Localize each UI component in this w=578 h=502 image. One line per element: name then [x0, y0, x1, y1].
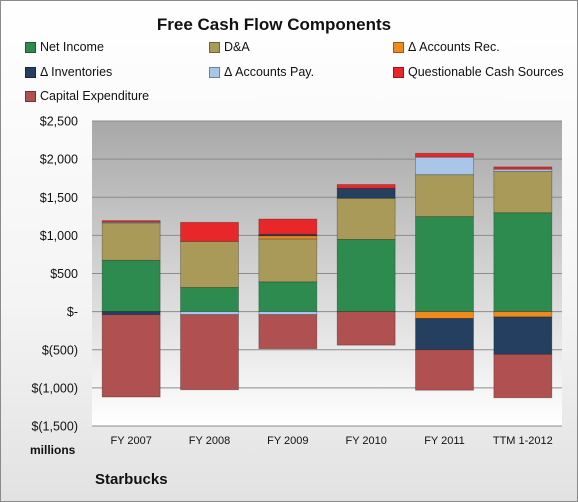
x-tick-label: FY 2007 [110, 435, 151, 447]
x-tick-label: FY 2011 [424, 435, 465, 447]
bar-segment [336, 197, 396, 240]
bar-series [101, 152, 553, 399]
bar-segment [180, 221, 239, 242]
y-tick-label: $(1,500) [31, 420, 78, 434]
x-tick-label: FY 2008 [189, 435, 230, 447]
bar-segment [415, 156, 474, 176]
bar-segment [493, 166, 553, 170]
bar-segment [415, 174, 474, 218]
bar-segment [258, 238, 318, 283]
bar-segment [493, 311, 553, 318]
bar-segment [493, 212, 553, 313]
x-axis-labels: FY 2007 FY 2008 FY 2009 FY 2010 FY 2011 TTM 1… [110, 435, 552, 447]
legend-label-net-income: Net Income [40, 40, 104, 54]
y-tick-label: $(500) [42, 343, 78, 357]
y-tick-label: $1,500 [40, 191, 78, 205]
legend-d-and-a: D&A [209, 40, 250, 54]
bar-segment [180, 314, 239, 391]
legend-inventories: Δ Inventories [25, 65, 112, 79]
y-tick-label: $2,500 [40, 115, 78, 129]
bar-segment [180, 287, 239, 313]
legend-accounts-rec: Δ Accounts Rec. [393, 40, 500, 54]
y-tick-label: $1,000 [40, 229, 78, 243]
legend-label-questionable-cash: Questionable Cash Sources [408, 65, 564, 79]
bar-segment [493, 171, 553, 214]
bar-segment [415, 318, 474, 351]
legend-label-accounts-rec: Δ Accounts Rec. [408, 40, 500, 54]
bar-segment [336, 311, 396, 346]
legend-accounts-pay: Δ Accounts Pay. [209, 65, 314, 79]
bar-segment [415, 152, 474, 158]
x-tick-label: FY 2010 [345, 435, 386, 447]
bar-segment [258, 314, 318, 350]
bar-segment [180, 240, 239, 288]
legend-label-inventories: Δ Inventories [40, 65, 113, 79]
bar-segment [258, 311, 318, 316]
legend-questionable-cash: Questionable Cash Sources [393, 65, 564, 79]
legend-swatch-questionable-cash [393, 66, 404, 78]
chart-title: Free Cash Flow Components [156, 15, 392, 34]
y-axis-labels: $(1,500) $(1,000) $(500) $- $500 $1,000 $1,500… [31, 115, 78, 434]
bar-segment [415, 349, 474, 391]
bar-segment [101, 222, 161, 261]
legend-label-accounts-pay: Δ Accounts Pay. [224, 65, 315, 79]
legend-label-d-and-a: D&A [224, 40, 250, 54]
legend-swatch-accounts-rec [393, 41, 404, 53]
bar-segment [415, 311, 474, 319]
bar-segment [258, 235, 318, 240]
gridlines [92, 120, 562, 427]
legend-net-income: Net Income [25, 40, 104, 54]
bar-segment [180, 311, 239, 316]
legend-capex: Capital Expenditure [25, 89, 149, 103]
x-tick-label: TTM 1-2012 [493, 435, 553, 447]
y-tick-label: $- [67, 305, 78, 319]
x-tick-label: FY 2009 [267, 435, 308, 447]
y-tick-label: $500 [50, 267, 78, 281]
legend-label-capex: Capital Expenditure [40, 89, 150, 103]
legend-swatch-net-income [25, 41, 36, 53]
legend-swatch-d-and-a [209, 41, 220, 53]
bar-segment [258, 281, 318, 313]
bar-segment [336, 184, 396, 189]
bar-segment [415, 216, 474, 313]
legend-swatch-accounts-pay [209, 66, 220, 78]
bar-segment [493, 353, 553, 399]
bar-segment [101, 259, 161, 313]
y-tick-label: $2,000 [40, 153, 78, 167]
bar-segment [101, 314, 161, 398]
company-name: Starbucks [95, 471, 168, 488]
legend-swatch-inventories [25, 66, 36, 78]
bar-segment [336, 239, 396, 313]
bar-segment [258, 218, 318, 235]
bar-segment [101, 220, 161, 223]
bar-segment [101, 311, 161, 316]
y-axis-units: millions [30, 443, 76, 457]
bar-segment [493, 316, 553, 355]
bar-segment [336, 187, 396, 199]
y-tick-label: $(1,000) [31, 381, 78, 395]
legend-swatch-capex [25, 90, 36, 102]
